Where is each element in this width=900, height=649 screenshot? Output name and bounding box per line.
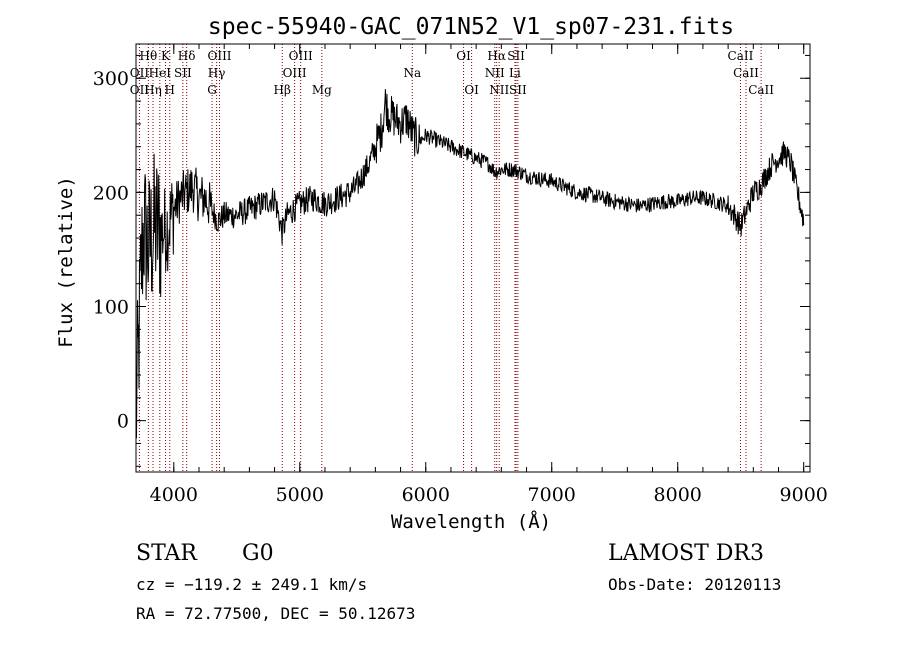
- spectral-line-label: OIII: [207, 49, 231, 63]
- spectral-line-label: OI: [456, 49, 471, 63]
- spectral-line-label: CaII: [733, 66, 759, 80]
- y-axis-ticks: 0 100 200 300: [93, 54, 810, 467]
- spectral-line-label: SII: [509, 83, 527, 97]
- y-tick-label: 300: [93, 68, 129, 90]
- spectral-line-label: Na: [403, 66, 421, 80]
- plot-frame: [135, 43, 811, 473]
- x-tick-label: 7000: [528, 484, 576, 506]
- spectral-line-label: OII: [130, 83, 150, 97]
- spectral-line-label: OII: [130, 66, 150, 80]
- spectral-line-label: NII: [485, 66, 505, 80]
- spectral-line-label: SII: [174, 66, 192, 80]
- x-axis-ticks: 4000 5000 6000 7000 8000 9000: [150, 44, 828, 506]
- x-tick-label: 4000: [150, 484, 198, 506]
- y-tick-label: 200: [93, 182, 129, 204]
- spectral-line-label: OI: [464, 83, 479, 97]
- spectral-line-label: Hα: [487, 49, 506, 63]
- survey-name: LAMOST DR3: [608, 541, 764, 566]
- y-tick-label: 100: [93, 297, 129, 319]
- x-tick-label: 8000: [654, 484, 702, 506]
- spectral-line-label: Mg: [312, 83, 332, 97]
- spectral-line-label: NII: [489, 83, 509, 97]
- spectral-line-label: CaII: [728, 49, 754, 63]
- spectral-line-label: CaII: [748, 83, 774, 97]
- spectral-line-label: Hθ: [139, 49, 157, 63]
- obs-date: Obs-Date: 20120113: [608, 575, 781, 594]
- x-tick-label: 6000: [402, 484, 450, 506]
- x-tick-label: 9000: [780, 484, 828, 506]
- x-tick-label: 5000: [276, 484, 324, 506]
- spectral-line-label: Li: [509, 66, 521, 80]
- spectral-line-label: H: [165, 83, 175, 97]
- spectral-line-markers: [138, 44, 762, 472]
- spectral-line-label: SII: [507, 49, 525, 63]
- spectral-line-label: Hγ: [208, 66, 226, 80]
- object-subclass: G0: [242, 541, 274, 566]
- spectral-line-label: Hβ: [274, 83, 291, 97]
- spectral-line-label: OIII: [289, 49, 313, 63]
- spectrum-line: [135, 89, 805, 439]
- spectral-line-label: G: [207, 83, 217, 97]
- object-class: STAR: [136, 541, 198, 566]
- spectral-line-label: Hη: [144, 83, 162, 97]
- spectral-line-label: OIII: [283, 66, 307, 80]
- coordinates: RA = 72.77500, DEC = 50.12673: [136, 604, 415, 623]
- y-tick-label: 0: [117, 411, 129, 433]
- x-axis-title: Wavelength (Å): [391, 510, 551, 533]
- spectral-line-label: Hδ: [178, 49, 196, 63]
- chart-title: spec-55940-GAC_071N52_V1_sp07-231.fits: [208, 14, 734, 40]
- spectral-line-label: K: [161, 49, 171, 63]
- y-axis-title: Flux (relative): [55, 176, 77, 348]
- redshift-value: cz = −119.2 ± 249.1 km/s: [136, 575, 367, 594]
- spectral-line-label: HeI: [149, 66, 172, 80]
